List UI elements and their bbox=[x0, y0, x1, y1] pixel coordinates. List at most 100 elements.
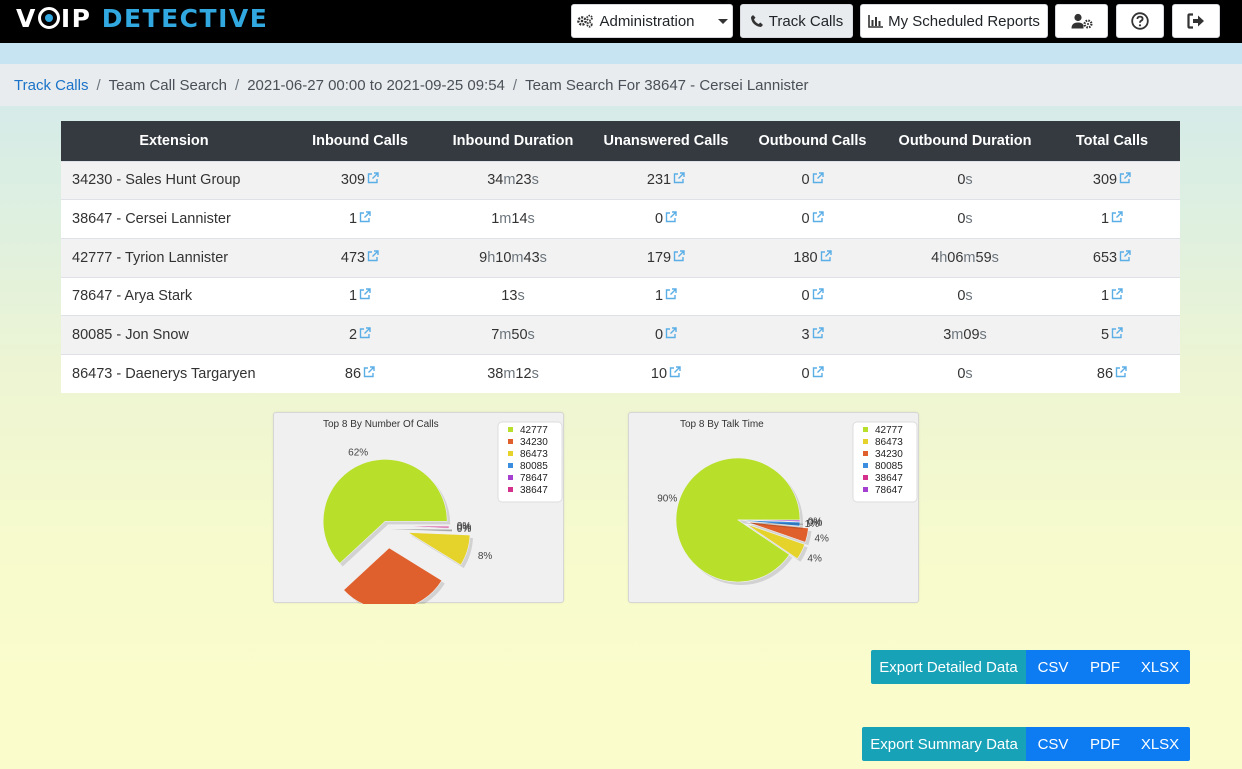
logout-button[interactable] bbox=[1172, 4, 1220, 38]
external-link-icon[interactable] bbox=[665, 211, 677, 223]
outbound-calls-value[interactable]: 180 bbox=[793, 249, 818, 266]
unanswered-calls-value[interactable]: 179 bbox=[646, 249, 672, 266]
external-link-icon[interactable] bbox=[812, 288, 824, 300]
voip-detective-logo[interactable]: V IP DETECTIVE bbox=[16, 4, 269, 33]
external-link-icon[interactable] bbox=[820, 250, 832, 262]
export-summary-pdf-button[interactable]: PDF bbox=[1080, 727, 1130, 761]
outbound-calls-value[interactable]: 3 bbox=[801, 327, 810, 344]
inbound-calls-value[interactable]: 1 bbox=[348, 211, 358, 228]
pie-slice-34230[interactable] bbox=[343, 547, 443, 604]
external-link-icon[interactable] bbox=[359, 288, 371, 300]
outbound-calls-value[interactable]: 0 bbox=[801, 366, 810, 383]
legend-item[interactable]: 80085 bbox=[520, 461, 548, 472]
external-link-icon[interactable] bbox=[665, 288, 677, 300]
export-summary-xlsx-button[interactable]: XLSX bbox=[1130, 727, 1190, 761]
outbound-calls-value[interactable]: 0 bbox=[801, 211, 810, 228]
outbound-duration-cell: 3m09s bbox=[886, 315, 1044, 355]
column-header-outbound-duration[interactable]: Outbound Duration bbox=[886, 121, 1044, 161]
legend-item[interactable]: 78647 bbox=[520, 473, 548, 484]
user-settings-button[interactable] bbox=[1055, 4, 1108, 38]
total-calls-value[interactable]: 5 bbox=[1100, 327, 1110, 344]
external-link-icon[interactable] bbox=[1111, 327, 1123, 339]
external-link-icon[interactable] bbox=[359, 211, 371, 223]
inbound-calls-cell: 2 bbox=[287, 315, 433, 355]
total-calls-cell: 309 bbox=[1044, 160, 1180, 200]
legend-item[interactable]: 38647 bbox=[875, 473, 903, 484]
export-detailed-csv-button[interactable]: CSV bbox=[1026, 650, 1080, 684]
legend-item[interactable]: 86473 bbox=[520, 449, 548, 460]
my-scheduled-reports-button[interactable]: My Scheduled Reports bbox=[860, 4, 1048, 38]
legend-item[interactable]: 34230 bbox=[520, 437, 548, 448]
column-header-outbound-calls[interactable]: Outbound Calls bbox=[739, 121, 886, 161]
table-row: 42777 - Tyrion Lannister 473 9h10m43s 179 18… bbox=[61, 237, 1180, 278]
external-link-icon[interactable] bbox=[669, 366, 681, 378]
inbound-calls-value[interactable]: 2 bbox=[348, 327, 358, 344]
help-button[interactable] bbox=[1116, 4, 1164, 38]
inbound-duration-cell: 38m12s bbox=[433, 353, 593, 394]
legend-item[interactable]: 86473 bbox=[875, 437, 903, 448]
external-link-icon[interactable] bbox=[1111, 211, 1123, 223]
inbound-calls-value[interactable]: 309 bbox=[340, 172, 366, 189]
pie-slice-86473[interactable] bbox=[406, 532, 471, 566]
table-row: 38647 - Cersei Lannister 1 1m14s 0 0 0s 1 bbox=[61, 199, 1180, 239]
total-calls-value[interactable]: 653 bbox=[1092, 249, 1118, 266]
legend-item[interactable]: 42777 bbox=[875, 425, 903, 436]
logo-o-icon bbox=[37, 7, 60, 29]
legend-item[interactable]: 34230 bbox=[875, 449, 903, 460]
external-link-icon[interactable] bbox=[363, 366, 375, 378]
external-link-icon[interactable] bbox=[812, 211, 824, 223]
external-link-icon[interactable] bbox=[367, 172, 379, 184]
legend-item[interactable]: 80085 bbox=[875, 461, 903, 472]
inbound-calls-value[interactable]: 1 bbox=[348, 288, 358, 305]
pie-slice-34230[interactable] bbox=[746, 521, 809, 543]
external-link-icon[interactable] bbox=[673, 172, 685, 184]
pie-slice-38647[interactable] bbox=[386, 525, 450, 529]
external-link-icon[interactable] bbox=[812, 172, 824, 184]
track-calls-button[interactable]: Track Calls bbox=[740, 4, 853, 38]
legend-item[interactable]: 38647 bbox=[520, 485, 548, 496]
question-circle-icon bbox=[1131, 12, 1149, 30]
inbound-calls-value[interactable]: 86 bbox=[344, 366, 362, 383]
column-header-inbound-calls[interactable]: Inbound Calls bbox=[287, 121, 433, 161]
administration-dropdown[interactable]: Administration bbox=[571, 4, 733, 38]
external-link-icon[interactable] bbox=[1111, 288, 1123, 300]
unanswered-calls-value[interactable]: 231 bbox=[646, 172, 672, 189]
external-link-icon[interactable] bbox=[1115, 366, 1127, 378]
export-detailed-pdf-button[interactable]: PDF bbox=[1080, 650, 1130, 684]
unanswered-calls-value[interactable]: 0 bbox=[654, 327, 664, 344]
column-header-total-calls[interactable]: Total Calls bbox=[1044, 121, 1180, 161]
total-calls-value[interactable]: 86 bbox=[1096, 366, 1114, 383]
total-calls-value[interactable]: 309 bbox=[1092, 172, 1118, 189]
pie-slice-78647[interactable] bbox=[737, 519, 801, 522]
external-link-icon[interactable] bbox=[1119, 172, 1131, 184]
unanswered-calls-value[interactable]: 10 bbox=[650, 366, 668, 383]
outbound-calls-value[interactable]: 0 bbox=[801, 172, 810, 189]
legend-item[interactable]: 78647 bbox=[875, 485, 903, 496]
pie-slice-86473[interactable] bbox=[745, 523, 806, 560]
outbound-duration-value: 4h06m59s bbox=[931, 249, 999, 266]
unanswered-calls-value[interactable]: 1 bbox=[654, 288, 664, 305]
table-row: 80085 - Jon Snow 2 7m50s 0 3 3m09s 5 bbox=[61, 315, 1180, 355]
column-header-inbound-duration[interactable]: Inbound Duration bbox=[433, 121, 593, 161]
column-header-extension[interactable]: Extension bbox=[61, 121, 287, 161]
external-link-icon[interactable] bbox=[1119, 250, 1131, 262]
breadcrumb-track-calls-link[interactable]: Track Calls bbox=[14, 76, 89, 94]
pie-slice-42777[interactable] bbox=[322, 459, 448, 564]
legend-item[interactable]: 42777 bbox=[520, 425, 548, 436]
column-header-unanswered-calls[interactable]: Unanswered Calls bbox=[593, 121, 739, 161]
external-link-icon[interactable] bbox=[665, 327, 677, 339]
external-link-icon[interactable] bbox=[673, 250, 685, 262]
outbound-calls-value[interactable]: 0 bbox=[801, 288, 810, 305]
external-link-icon[interactable] bbox=[359, 327, 371, 339]
unanswered-calls-value[interactable]: 0 bbox=[654, 211, 664, 228]
inbound-calls-cell: 309 bbox=[287, 160, 433, 200]
export-detailed-xlsx-button[interactable]: XLSX bbox=[1130, 650, 1190, 684]
external-link-icon[interactable] bbox=[367, 250, 379, 262]
total-calls-value[interactable]: 1 bbox=[1100, 288, 1110, 305]
external-link-icon[interactable] bbox=[812, 327, 824, 339]
export-summary-csv-button[interactable]: CSV bbox=[1026, 727, 1080, 761]
total-calls-value[interactable]: 1 bbox=[1100, 211, 1110, 228]
external-link-icon[interactable] bbox=[812, 366, 824, 378]
inbound-duration-cell: 13s bbox=[433, 276, 593, 316]
inbound-calls-value[interactable]: 473 bbox=[340, 249, 366, 266]
